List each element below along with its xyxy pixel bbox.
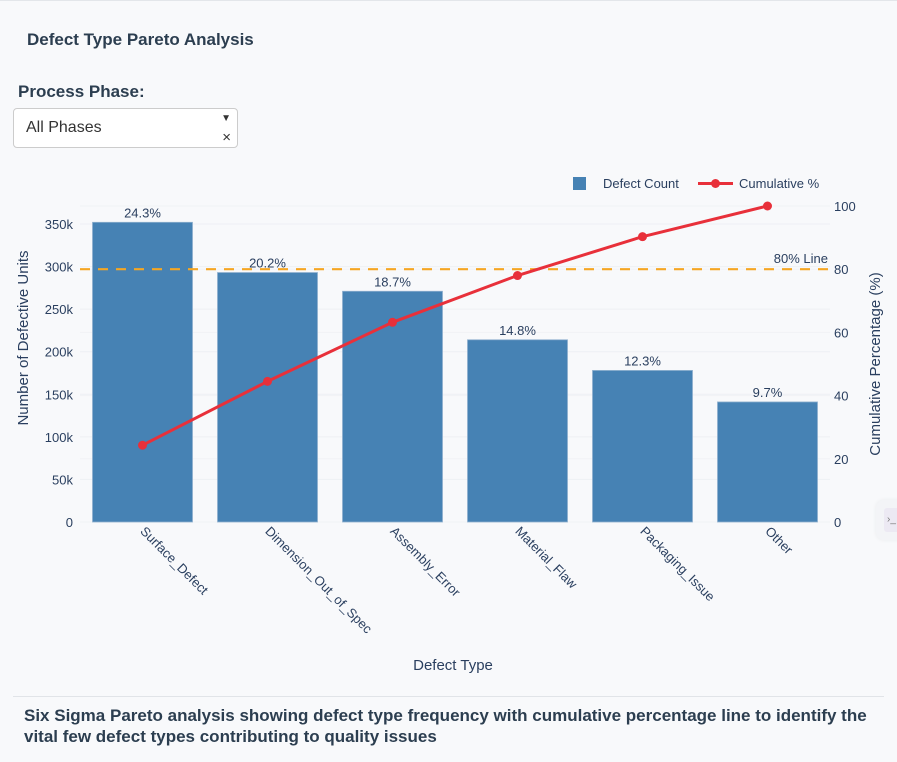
x-tick-label: Assembly_Error xyxy=(387,524,463,600)
x-tick-label: Dimension_Out_of_Spec xyxy=(262,524,375,637)
chevron-down-icon[interactable]: ▼ xyxy=(221,113,231,124)
process-phase-label: Process Phase: xyxy=(18,82,145,101)
y2-tick-label: 0 xyxy=(834,515,841,530)
bar-data-label: 18.7% xyxy=(374,274,411,289)
y2-tick-label: 20 xyxy=(834,452,848,467)
terminal-icon: ›_ xyxy=(884,508,897,532)
y2-tick-label: 60 xyxy=(834,325,848,340)
y-axis-title: Number of Defective Units xyxy=(15,250,32,425)
cumulative-point xyxy=(513,271,522,281)
x-tick-label: Material_Flaw xyxy=(512,524,580,592)
chart-caption: Six Sigma Pareto analysis showing defect… xyxy=(24,706,867,746)
bar-data-label: 14.8% xyxy=(499,323,536,338)
bar-material-flaw xyxy=(467,339,568,523)
clear-icon[interactable]: × xyxy=(222,129,231,146)
legend-label-defect-count: Defect Count xyxy=(603,176,679,191)
x-axis-title: Defect Type xyxy=(413,657,493,674)
x-tick-label: Surface_Defect xyxy=(137,524,211,598)
x-tick-label: Packaging_Issue xyxy=(637,524,718,605)
bar-data-label: 20.2% xyxy=(249,256,286,271)
bar-other xyxy=(717,401,818,523)
y-tick-label: 300k xyxy=(45,260,74,275)
cumulative-line xyxy=(141,204,768,447)
top-border xyxy=(0,0,897,1)
y-tick-label: 350k xyxy=(45,217,74,232)
y-tick-label: 50k xyxy=(52,472,73,487)
side-panel-toggle[interactable]: ›_ xyxy=(876,500,897,540)
y-tick-label: 100k xyxy=(45,430,74,445)
legend-label-cumulative: Cumulative % xyxy=(739,176,820,191)
process-phase-dropdown[interactable]: All Phases ▼ × xyxy=(13,108,238,148)
x-tick-label: Other xyxy=(762,524,796,558)
cumulative-point xyxy=(638,232,647,242)
legend-swatch-cumulative-point xyxy=(711,179,720,188)
y2-tick-label: 80 xyxy=(834,262,848,277)
bar-packaging-issue xyxy=(592,370,693,523)
y-tick-label: 200k xyxy=(45,345,74,360)
reference-line-label: 80% Line xyxy=(774,251,828,266)
y-tick-label: 150k xyxy=(45,387,74,402)
bar-surface-defect xyxy=(92,221,193,523)
legend-swatch-defect-count xyxy=(573,177,586,190)
y-tick-label: 0 xyxy=(66,515,73,530)
bar-data-label: 9.7% xyxy=(753,385,783,400)
y2-tick-label: 100 xyxy=(834,199,856,214)
pareto-chart: 0 50k 100k 150k 200k 250k 300k 350k 0 20 40 60 80 100… xyxy=(15,176,884,674)
cumulative-point xyxy=(388,317,397,327)
bar-assembly-error xyxy=(342,290,443,523)
page-title: Defect Type Pareto Analysis xyxy=(27,30,254,49)
cumulative-point xyxy=(263,376,272,386)
cumulative-point xyxy=(138,440,147,450)
bar-data-label: 12.3% xyxy=(624,353,661,368)
bar-dimension-out-of-spec xyxy=(217,272,318,523)
y2-axis-title: Cumulative Percentage (%) xyxy=(867,272,884,455)
y2-tick-label: 40 xyxy=(834,389,848,404)
divider xyxy=(13,696,884,697)
y-tick-label: 250k xyxy=(45,302,74,317)
dropdown-selected-value: All Phases xyxy=(26,119,102,136)
bar-data-label: 24.3% xyxy=(124,205,161,220)
cumulative-point xyxy=(763,201,772,211)
